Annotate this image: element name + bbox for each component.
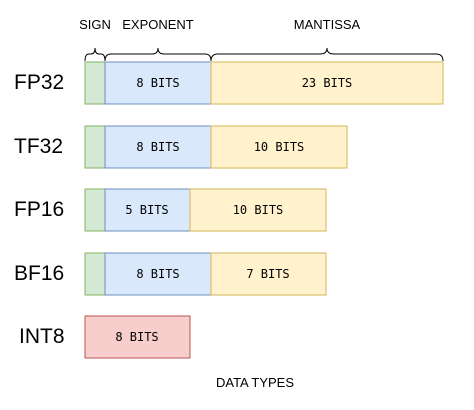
- mantissa-bits-label: 7 BITS: [246, 267, 289, 281]
- mantissa-segment: [189, 188, 327, 232]
- sign-bit-segment: [84, 252, 106, 296]
- exponent-header: EXPONENT: [122, 17, 194, 32]
- mantissa-segment: [210, 252, 327, 296]
- mantissa-bits-label: 10 BITS: [254, 140, 305, 154]
- mantissa-bits-label: 23 BITS: [302, 76, 353, 90]
- row-label: BF16: [14, 262, 64, 285]
- exponent-bits-label: 8 BITS: [136, 140, 179, 154]
- sign-bit-segment: [84, 125, 106, 169]
- row-label: TF32: [14, 135, 63, 158]
- mantissa-brace: [210, 47, 444, 62]
- exponent-bits-label: 8 BITS: [136, 267, 179, 281]
- row-bf16: BF16 8 BITS 7 BITS: [14, 252, 327, 296]
- row-label: INT8: [19, 325, 65, 348]
- exponent-segment: [104, 188, 191, 232]
- sign-bit-segment: [84, 188, 106, 232]
- row-fp16: FP16 5 BITS 10 BITS: [14, 188, 327, 232]
- mantissa-header: MANTISSA: [294, 17, 361, 32]
- row-fp32: FP32 8 BITS 23 BITS: [14, 61, 444, 105]
- row-tf32: TF32 8 BITS 10 BITS: [14, 125, 348, 169]
- exponent-brace: [104, 47, 212, 62]
- mantissa-segment: [210, 125, 348, 169]
- exponent-segment: [104, 252, 212, 296]
- sign-brace: [84, 47, 106, 62]
- row-label: FP16: [14, 198, 64, 221]
- exponent-bits-label: 8 BITS: [136, 76, 179, 90]
- sign-bit-segment: [84, 61, 106, 105]
- row-label: FP32: [14, 71, 64, 94]
- diagram-caption: DATA TYPES: [216, 375, 294, 390]
- exponent-segment: [104, 61, 212, 105]
- sign-header: SIGN: [79, 17, 111, 32]
- row-int8: INT8 8 BITS: [19, 315, 191, 359]
- integer-bits-label: 8 BITS: [115, 330, 158, 344]
- exponent-bits-label: 5 BITS: [125, 203, 168, 217]
- integer-segment: [84, 315, 191, 359]
- mantissa-bits-label: 10 BITS: [233, 203, 284, 217]
- mantissa-segment: [210, 61, 444, 105]
- exponent-segment: [104, 125, 212, 169]
